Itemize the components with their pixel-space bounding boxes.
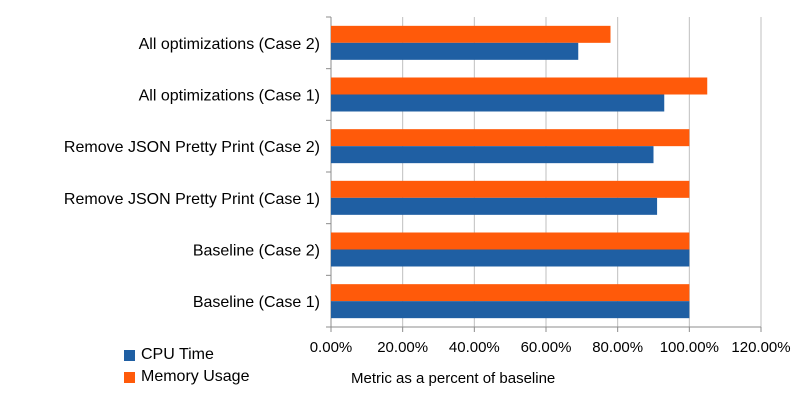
bar-memory-usage-0 (331, 25, 611, 43)
bar-memory-usage-4 (331, 232, 690, 250)
legend-swatch-memory-usage (124, 371, 135, 383)
legend-item-memory-usage: Memory Usage (124, 366, 249, 388)
bar-cpu-time-5 (331, 301, 690, 319)
bar-cpu-time-3 (331, 197, 658, 215)
x-tick-label-4: 80.00% (592, 339, 643, 356)
y-tick-label-1: All optimizations (Case 1) (139, 88, 320, 105)
bar-cpu-time-1 (331, 94, 665, 112)
bar-cpu-time-4 (331, 249, 690, 267)
x-tick-label-6: 120.00% (731, 339, 790, 356)
x-tick-label-5: 100.00% (660, 339, 719, 356)
legend-label-cpu-time: CPU Time (141, 346, 214, 363)
x-tick-label-3: 60.00% (521, 339, 572, 356)
bar-memory-usage-2 (331, 129, 690, 147)
y-tick-label-0: All optimizations (Case 2) (139, 36, 320, 53)
x-tick-label-1: 20.00% (377, 339, 428, 356)
bar-cpu-time-2 (331, 146, 654, 164)
y-tick-label-4: Baseline (Case 2) (193, 243, 320, 260)
x-tick-label-2: 40.00% (449, 339, 500, 356)
x-tick-label-0: 0.00% (310, 339, 353, 356)
legend-item-cpu-time: CPU Time (124, 344, 249, 366)
legend: CPU Time Memory Usage (124, 344, 249, 388)
y-tick-label-5: Baseline (Case 1) (193, 294, 320, 311)
bar-memory-usage-1 (331, 77, 708, 95)
bar-memory-usage-3 (331, 180, 690, 198)
x-axis-label: Metric as a percent of baseline (351, 370, 556, 387)
y-tick-label-3: Remove JSON Pretty Print (Case 1) (64, 191, 320, 208)
legend-label-memory-usage: Memory Usage (141, 368, 250, 385)
bar-cpu-time-0 (331, 42, 579, 60)
y-tick-label-2: Remove JSON Pretty Print (Case 2) (64, 139, 320, 156)
legend-swatch-cpu-time (124, 349, 135, 361)
bar-memory-usage-5 (331, 284, 690, 302)
